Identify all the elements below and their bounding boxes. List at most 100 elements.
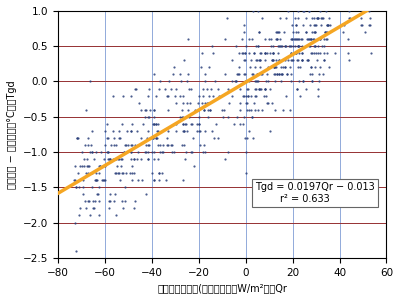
Point [262, 51, 268, 56]
Point [289, 58, 296, 63]
Point [211, 79, 218, 84]
Point [121, 150, 128, 154]
Point [143, 107, 150, 112]
Point [275, 51, 281, 56]
Point [180, 128, 187, 133]
Point [270, 51, 276, 56]
Point [96, 164, 102, 169]
Point [253, 93, 259, 98]
Point [164, 142, 170, 147]
Point [84, 171, 91, 176]
Point [266, 37, 272, 42]
Point [282, 58, 288, 63]
Point [104, 150, 111, 154]
Point [345, 51, 352, 56]
Point [254, 44, 261, 49]
Point [231, 79, 238, 84]
Point [216, 93, 222, 98]
Point [151, 157, 158, 161]
Point [106, 192, 113, 197]
Point [242, 51, 248, 56]
Point [110, 199, 117, 204]
Point [96, 213, 103, 218]
Point [154, 157, 161, 161]
Point [300, 22, 306, 27]
Point [129, 178, 136, 183]
Point [142, 114, 148, 119]
Point [317, 51, 323, 56]
Point [310, 44, 317, 49]
Point [264, 51, 270, 56]
Point [133, 86, 139, 91]
Point [194, 100, 201, 105]
Point [295, 30, 302, 34]
Point [106, 199, 112, 204]
Point [262, 51, 268, 56]
Point [292, 37, 298, 42]
Point [285, 8, 292, 13]
Point [253, 44, 260, 49]
Point [290, 44, 296, 49]
Point [344, 37, 351, 42]
Point [252, 86, 258, 91]
Point [105, 157, 112, 161]
Point [265, 65, 271, 70]
Point [212, 122, 219, 126]
Point [296, 44, 303, 49]
Point [272, 37, 279, 42]
Point [367, 22, 373, 27]
Point [77, 164, 83, 169]
Point [264, 100, 270, 105]
Point [234, 114, 240, 119]
Point [265, 79, 271, 84]
Point [97, 164, 103, 169]
Point [273, 30, 280, 34]
Point [241, 22, 248, 27]
Point [169, 150, 176, 154]
Point [300, 8, 306, 13]
Point [89, 185, 95, 190]
Point [128, 150, 134, 154]
Point [126, 171, 133, 176]
Point [250, 100, 257, 105]
Point [299, 37, 305, 42]
Point [246, 37, 252, 42]
Point [286, 107, 293, 112]
Point [306, 37, 312, 42]
Point [215, 86, 221, 91]
Point [131, 157, 137, 161]
Point [244, 136, 251, 140]
Point [277, 16, 283, 20]
Point [280, 107, 286, 112]
Point [278, 79, 284, 84]
Point [114, 171, 121, 176]
Point [320, 72, 326, 77]
Point [294, 44, 301, 49]
Point [180, 93, 186, 98]
Point [250, 136, 257, 140]
Point [250, 8, 256, 13]
Point [314, 16, 321, 20]
Point [257, 65, 263, 70]
Point [145, 150, 151, 154]
Point [116, 128, 122, 133]
Point [178, 79, 184, 84]
Point [166, 79, 172, 84]
Point [324, 37, 330, 42]
Point [111, 136, 118, 140]
Point [138, 107, 144, 112]
Point [321, 51, 327, 56]
Point [277, 37, 284, 42]
Point [274, 37, 280, 42]
Point [84, 157, 90, 161]
Point [288, 72, 295, 77]
Point [362, 30, 368, 34]
Point [299, 51, 306, 56]
Point [323, 37, 329, 42]
Point [72, 178, 78, 183]
Point [262, 86, 268, 91]
Point [314, 58, 320, 63]
Point [308, 72, 315, 77]
Point [299, 58, 306, 63]
Point [85, 199, 91, 204]
